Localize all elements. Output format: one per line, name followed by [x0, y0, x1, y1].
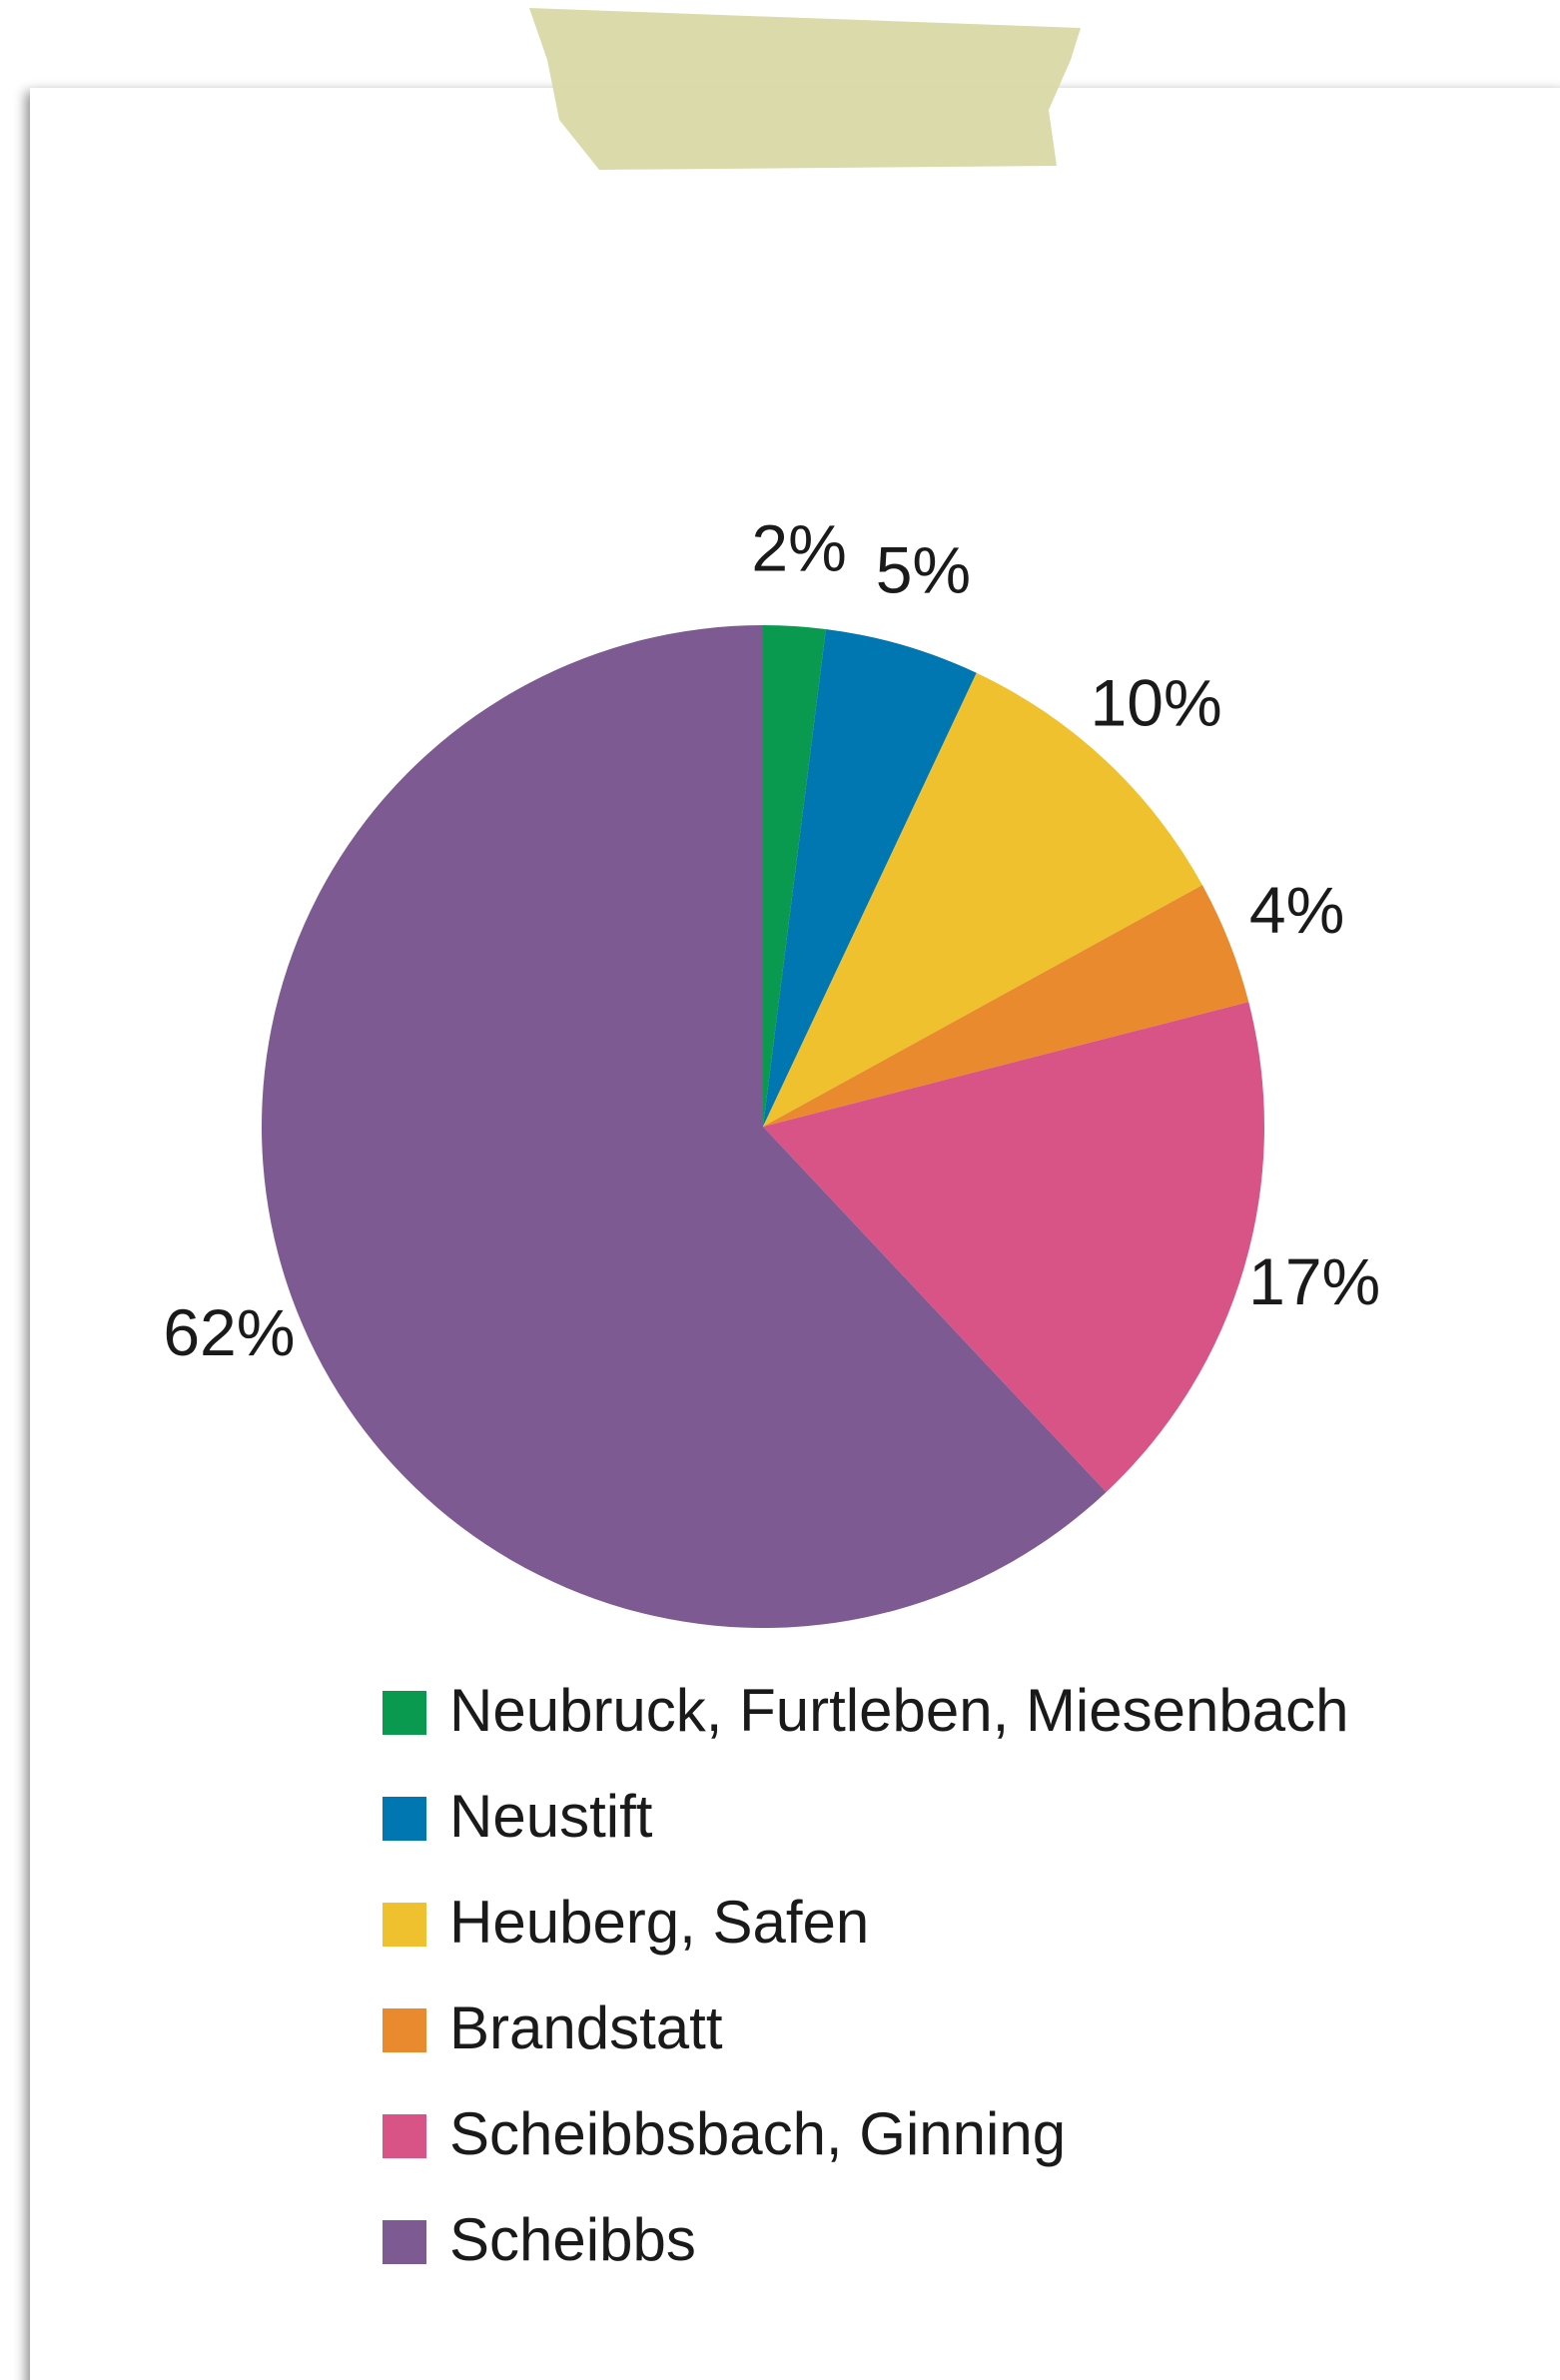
legend-label: Brandstatt — [449, 1994, 723, 2061]
data-label: 5% — [876, 532, 971, 606]
legend-label: Scheibbsbach, Ginning — [449, 2100, 1066, 2167]
tape — [529, 8, 1081, 170]
data-label: 62% — [163, 1295, 295, 1369]
data-label: 17% — [1248, 1244, 1380, 1318]
legend-swatch — [383, 1691, 426, 1735]
legend-swatch — [383, 2114, 426, 2158]
legend-swatch — [383, 1797, 426, 1841]
data-label: 10% — [1091, 665, 1222, 739]
legend: Neubruck, Furtleben, Miesenbach Neustift H… — [383, 1677, 1348, 2273]
legend-swatch — [383, 1903, 426, 1947]
data-label: 2% — [751, 511, 846, 585]
data-label: 4% — [1249, 873, 1344, 947]
pie-slice — [763, 1002, 1265, 1492]
pie-slice — [763, 885, 1249, 1127]
legend-swatch — [383, 2008, 426, 2052]
legend-label: Neubruck, Furtleben, Miesenbach — [449, 1677, 1348, 1744]
pie-slice — [763, 672, 1202, 1127]
legend-label: Neustift — [449, 1783, 653, 1850]
pie-slice — [763, 628, 977, 1127]
pie-slice — [262, 625, 1107, 1628]
pie: 2% 5% 10% 4% 17% 62% — [163, 511, 1380, 1628]
pie-slice — [763, 625, 826, 1127]
legend-label: Scheibbs — [449, 2206, 696, 2273]
legend-label: Heuberg, Safen — [449, 1889, 869, 1956]
legend-swatch — [383, 2220, 426, 2264]
